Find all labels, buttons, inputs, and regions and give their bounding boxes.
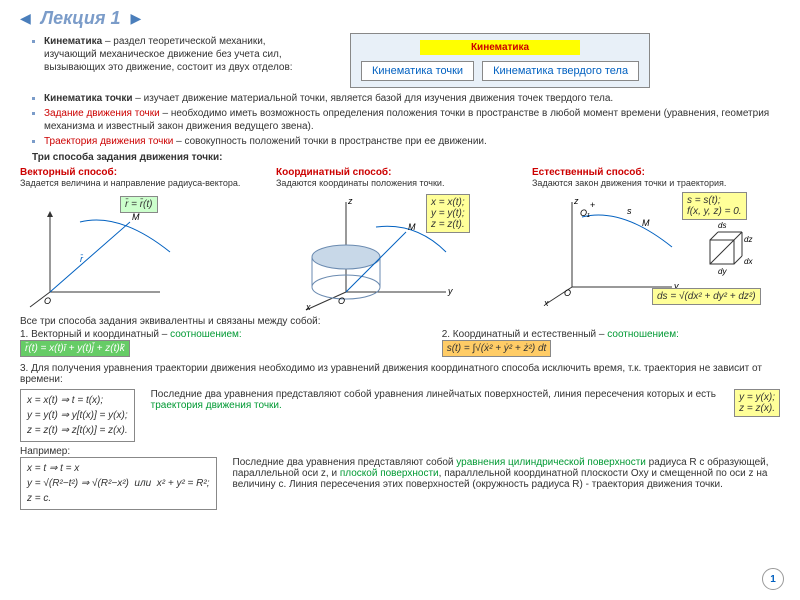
rel1: 1. Векторный и координатный – соотношени… bbox=[20, 329, 242, 357]
nat-sub: Задаются закон движения точки и траектор… bbox=[532, 178, 780, 188]
svg-text:s: s bbox=[627, 206, 632, 216]
svg-text:M: M bbox=[642, 218, 650, 228]
traj-post2: Последние два уравнения представляют соб… bbox=[233, 457, 780, 490]
vec-head: Векторный способ: bbox=[20, 167, 268, 178]
b2-term: Задание движения точки bbox=[44, 108, 160, 119]
definition-list: Кинематика точки – изучает движение мате… bbox=[20, 92, 780, 148]
vec-sub: Задается величина и направление радиуса-… bbox=[20, 178, 268, 188]
nat-head: Естественный способ: bbox=[532, 167, 780, 178]
svg-text:O₁: O₁ bbox=[580, 208, 590, 218]
svg-text:z: z bbox=[573, 196, 579, 206]
col-vector: Векторный способ: Задается величина и на… bbox=[20, 167, 268, 316]
page-number: 1 bbox=[762, 568, 784, 590]
hierarchy-box: Кинематика Кинематика точки Кинематика т… bbox=[350, 33, 650, 88]
coord-head: Координатный способ: bbox=[276, 167, 524, 178]
svg-text:dz: dz bbox=[744, 235, 752, 244]
hier-left: Кинематика точки bbox=[361, 61, 474, 81]
traj-eqs: x = x(t) ⇒ t = t(x); y = y(t) ⇒ y[t(x)] … bbox=[20, 389, 135, 442]
svg-text:dx: dx bbox=[744, 257, 753, 266]
coord-eq: x = x(t); y = y(t); z = z(t). bbox=[426, 194, 470, 233]
nav-next-icon[interactable]: ▶ bbox=[131, 10, 142, 27]
svg-text:M: M bbox=[408, 222, 416, 232]
b1-def: – изучает движение материальной точки, я… bbox=[133, 93, 614, 104]
svg-text:ds: ds bbox=[718, 221, 726, 230]
svg-text:z: z bbox=[347, 196, 353, 206]
lecture-title: Лекция 1 bbox=[41, 8, 121, 29]
nat-diagram: z y x O₁ + s M O ds dz bbox=[532, 192, 780, 312]
hier-top: Кинематика bbox=[420, 40, 580, 55]
svg-text:dy: dy bbox=[718, 267, 727, 276]
svg-text:+: + bbox=[590, 200, 595, 210]
svg-text:x: x bbox=[543, 298, 549, 308]
svg-text:O: O bbox=[44, 296, 51, 306]
svg-text:O: O bbox=[564, 288, 571, 298]
nat-ds: ds = √(dx² + dy² + dz²) bbox=[652, 288, 761, 305]
b1-term: Кинематика точки bbox=[44, 93, 133, 104]
rel1-eq: r̄(t) = x(t)ī + y(t)j̄ + z(t)k̄ bbox=[20, 340, 130, 357]
vec-eq: r̄ = r̄(t) bbox=[120, 196, 158, 213]
svg-text:O: O bbox=[338, 296, 345, 306]
coord-diagram: z y x M O x = x(t); y = y(t); z = z(t). bbox=[276, 192, 524, 312]
svg-text:M: M bbox=[132, 212, 140, 222]
ex-eq: x = t ⇒ t = x y = √(R²−t²) ⇒ √(R²−x²) ил… bbox=[20, 457, 217, 510]
traj-p3: 3. Для получения уравнения траектории дв… bbox=[20, 363, 780, 385]
col-nat: Естественный способ: Задаются закон движ… bbox=[532, 167, 780, 316]
coord-sub: Задаются координаты положения точки. bbox=[276, 178, 524, 188]
ex-label: Например: bbox=[20, 446, 780, 457]
rel2: 2. Координатный и естественный – соотнош… bbox=[442, 329, 679, 357]
equiv-line: Все три способа задания эквивалентны и с… bbox=[20, 316, 780, 327]
traj-post-eqs: y = y(x); z = z(x). bbox=[734, 389, 780, 417]
svg-text:y: y bbox=[447, 286, 453, 296]
svg-text:x: x bbox=[305, 302, 311, 312]
hier-right: Кинематика твердого тела bbox=[482, 61, 639, 81]
vec-diagram: O M r̄ r̄ = r̄(t) bbox=[20, 192, 268, 312]
rel2-eq: s(t) = ∫√(ẋ² + ẏ² + ż²) dt bbox=[442, 340, 552, 357]
intro-term: Кинематика bbox=[44, 36, 102, 47]
nav-prev-icon[interactable]: ◀ bbox=[20, 10, 31, 27]
intro-text: Кинематика – раздел теоретической механи… bbox=[20, 33, 320, 76]
three-ways-title: Три способа задания движения точки: bbox=[32, 152, 780, 163]
b3-term: Траектория движения точки bbox=[44, 136, 173, 147]
nat-eq: s = s(t); f(x, y, z) = 0. bbox=[682, 192, 747, 220]
traj-post1: Последние два уравнения представляют соб… bbox=[151, 389, 719, 411]
col-coord: Координатный способ: Задаются координаты… bbox=[276, 167, 524, 316]
b3-def: – совокупность положений точки в простра… bbox=[173, 136, 486, 147]
